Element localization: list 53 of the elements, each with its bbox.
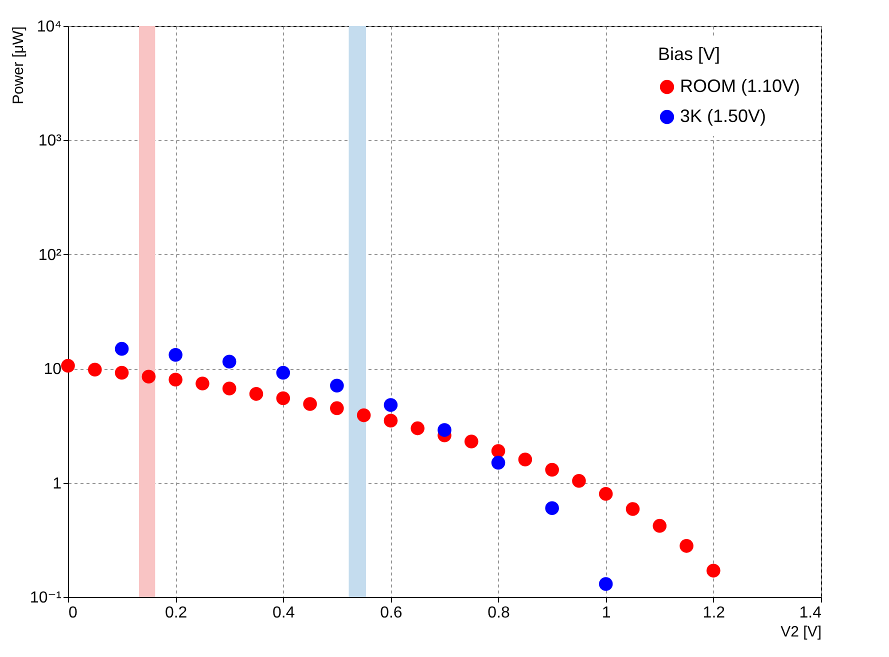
point	[222, 354, 236, 369]
point	[518, 452, 532, 466]
point	[626, 502, 640, 516]
x-tick-label: 0.2	[164, 604, 188, 622]
x-tick-label: 0.4	[272, 604, 295, 622]
point	[114, 342, 129, 356]
point	[276, 366, 290, 380]
point	[303, 397, 317, 411]
y-tick-label: 10²	[38, 246, 62, 264]
y-tick-label: 10⁻¹	[30, 590, 62, 606]
point	[491, 456, 506, 470]
point	[168, 348, 182, 362]
x-tick-label: 1.4	[799, 604, 822, 622]
legend-title: Bias [V]	[658, 44, 720, 64]
point	[88, 362, 102, 376]
x-axis-title: V2 [V]	[780, 624, 822, 640]
point	[384, 414, 398, 428]
point	[706, 564, 720, 578]
point	[330, 401, 344, 416]
point	[410, 421, 424, 436]
point	[249, 387, 264, 401]
legend-label: 3K (1.50V)	[680, 106, 766, 126]
point	[114, 366, 129, 380]
point	[61, 358, 75, 373]
point	[680, 539, 694, 553]
x-tick-label: 1	[602, 604, 611, 622]
x-tick-label: 0.8	[488, 604, 510, 622]
x-tick-label: 0	[68, 604, 78, 622]
x-tick-label: 0.6	[380, 604, 402, 622]
y-tick-label: 10	[44, 361, 62, 378]
point	[652, 518, 667, 533]
y-tick-label: 10⁴	[36, 18, 62, 36]
point	[598, 577, 613, 591]
y-tick-label: 1	[52, 475, 62, 492]
point	[330, 378, 344, 392]
point	[491, 444, 506, 458]
point	[545, 501, 559, 516]
legend-label: ROOM (1.10V)	[680, 76, 800, 96]
y-tick-label: 10³	[38, 132, 62, 150]
point	[438, 423, 452, 437]
point	[276, 391, 290, 406]
point	[384, 398, 398, 412]
point	[572, 474, 586, 488]
point	[545, 462, 559, 477]
point	[196, 376, 210, 390]
y-axis-title: Power [μW]	[10, 26, 27, 104]
point	[222, 382, 236, 396]
x-tick-label: 1.2	[702, 604, 726, 622]
point	[464, 434, 478, 448]
point	[168, 372, 182, 387]
point	[142, 370, 156, 384]
point	[598, 486, 613, 501]
point	[356, 408, 371, 422]
